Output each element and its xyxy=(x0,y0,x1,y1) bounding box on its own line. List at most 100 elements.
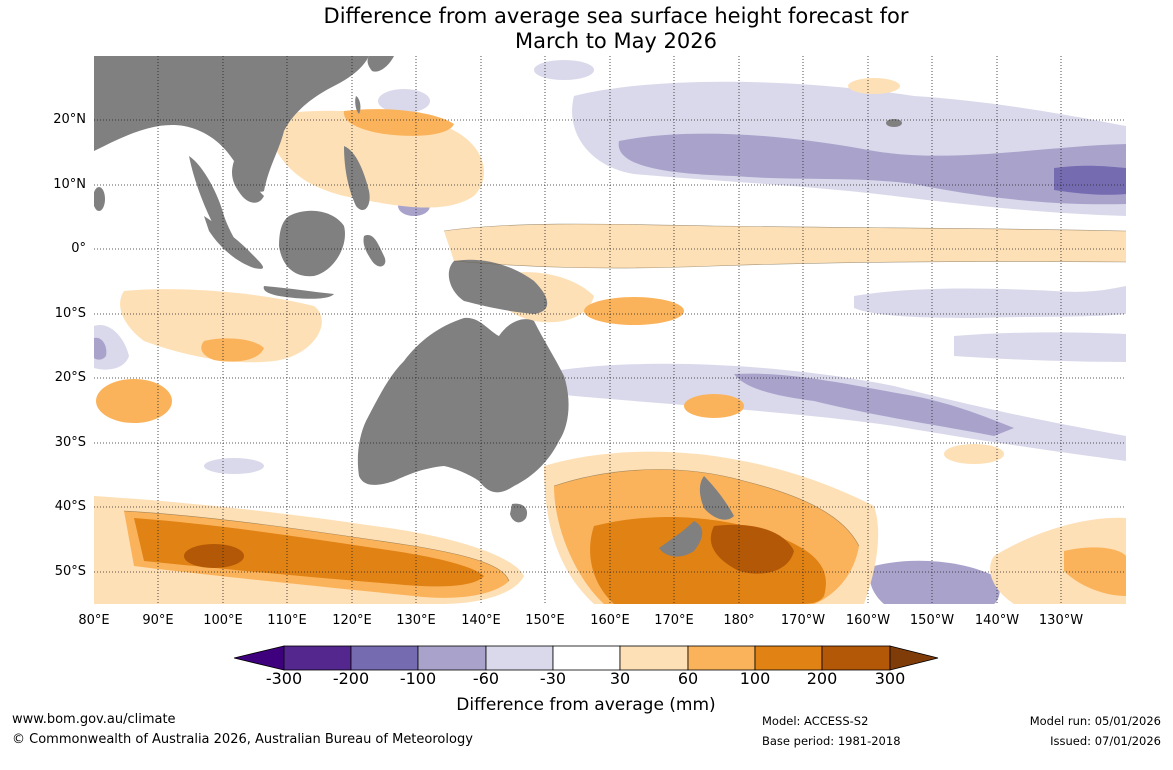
anomaly-pos-200-south-indian xyxy=(184,544,244,568)
lat-label-50s: 50°S xyxy=(54,564,86,579)
sulawesi-island xyxy=(363,235,386,267)
lon-label-100e: 100°E xyxy=(203,613,243,628)
lon-label-140w: 140°W xyxy=(974,613,1020,628)
colorbar-bin-neg200-neg100 xyxy=(350,645,419,671)
colorbar-bin-neg300-neg200 xyxy=(283,645,352,671)
colorbar-bin-100-200 xyxy=(754,645,823,671)
lon-label-130e: 130°E xyxy=(396,613,436,628)
positive-anomaly-areas xyxy=(94,78,1126,604)
lat-label-10s: 10°S xyxy=(54,306,86,321)
anomaly-neg-30-east xyxy=(854,286,1126,318)
java-island xyxy=(263,286,334,299)
australia-continent xyxy=(357,317,569,493)
lat-label-40s: 40°S xyxy=(54,499,86,514)
anomaly-pos-30-indian-ocean xyxy=(120,289,322,363)
sumatra-island xyxy=(204,216,264,269)
contour-lines xyxy=(123,223,1126,582)
colorbar-tick-30: 30 xyxy=(609,669,631,688)
sea-surface-height-map xyxy=(94,56,1126,604)
lat-label-equator: 0° xyxy=(71,241,86,256)
lon-label-160e: 160°E xyxy=(590,613,630,628)
anomaly-neg-30-east-2 xyxy=(954,332,1126,362)
philippines-islands xyxy=(344,146,370,211)
website-link[interactable]: www.bom.gov.au/climate xyxy=(12,712,176,727)
map-title: Difference from average sea surface heig… xyxy=(0,4,1173,54)
borneo-island xyxy=(279,210,345,277)
hawaii-islands xyxy=(886,119,902,127)
lon-label-170w: 170°W xyxy=(780,613,826,628)
anomaly-pos-30-south-pacific xyxy=(684,394,744,418)
land-masses xyxy=(94,56,902,557)
anomaly-neg-60-west xyxy=(94,337,107,360)
colorbar-bin-200-300 xyxy=(821,645,891,671)
anomaly-pos-30-north-pacific xyxy=(848,78,900,94)
lon-label-90e: 90°E xyxy=(142,613,174,628)
anomaly-neg-30-north-pacific xyxy=(534,60,594,80)
new-guinea-island xyxy=(448,259,548,314)
indochina-peninsula xyxy=(231,161,264,203)
colorbar-tick-100: 100 xyxy=(739,669,771,688)
tasmania-island xyxy=(510,503,528,523)
anomaly-pos-30-east-pacific xyxy=(944,444,1004,464)
colorbar-bin-neg100-neg60 xyxy=(417,645,487,671)
lon-label-120e: 120°E xyxy=(332,613,372,628)
lat-label-20n: 20°N xyxy=(53,112,86,127)
lat-label-10n: 10°N xyxy=(53,177,86,192)
anomaly-pos-60-northwest-pacific xyxy=(343,109,454,136)
lon-label-130w: 130°W xyxy=(1038,613,1084,628)
colorbar-tick-200: 200 xyxy=(806,669,838,688)
colorbar-tick-neg200: -200 xyxy=(332,669,370,688)
anomaly-neg-60-southeast xyxy=(869,560,1000,604)
base-period: Base period: 1981-2018 xyxy=(762,734,901,748)
lon-label-150w: 150°W xyxy=(909,613,955,628)
copyright-text: © Commonwealth of Australia 2026, Austra… xyxy=(12,732,473,747)
map-svg xyxy=(94,56,1126,604)
japan-islands xyxy=(367,56,394,72)
anomaly-pos-30-equatorial-band xyxy=(444,223,1126,269)
anomaly-pos-30-west-australia xyxy=(96,379,172,423)
lon-label-180: 180° xyxy=(723,613,755,628)
new-zealand-south-island xyxy=(659,521,703,557)
colorbar-tick-300: 300 xyxy=(874,669,906,688)
anomaly-pos-30-solomon-sea xyxy=(584,297,684,325)
title-line-1: Difference from average sea surface heig… xyxy=(323,4,909,28)
lat-label-20s: 20°S xyxy=(54,370,86,385)
anomaly-neg-30-south-band xyxy=(554,363,1126,461)
anomaly-pos-60-indian-ocean xyxy=(201,338,264,362)
colorbar-tick-neg300: -300 xyxy=(265,669,303,688)
model-name: Model: ACCESS-S2 xyxy=(762,714,869,728)
sri-lanka-island xyxy=(94,187,105,211)
lon-label-170e: 170°E xyxy=(654,613,694,628)
anomaly-neg-30-south-china-sea xyxy=(378,89,430,113)
lon-label-160w: 160°W xyxy=(845,613,891,628)
anomaly-neg-100 xyxy=(1054,165,1126,195)
colorbar-tick-60: 60 xyxy=(677,669,699,688)
colorbar-bin-neg60-neg30 xyxy=(485,645,554,671)
taiwan-island xyxy=(355,96,361,114)
colorbar-bin-30-60 xyxy=(619,645,689,671)
colorbar-high-arrow xyxy=(889,645,939,671)
graticule xyxy=(94,56,1126,604)
anomaly-pos-200-tasman xyxy=(710,524,794,574)
anomaly-neg-30-indian-ocean xyxy=(204,458,264,474)
new-zealand-north-island xyxy=(699,476,734,520)
colorbar-bin-neg30-30 xyxy=(552,645,621,671)
colorbar-tick-neg100: -100 xyxy=(399,669,437,688)
colorbar-low-arrow xyxy=(234,645,285,671)
asia-landmass xyxy=(94,56,369,192)
lon-label-110e: 110°E xyxy=(267,613,307,628)
lon-label-150e: 150°E xyxy=(525,613,565,628)
colorbar-bin-60-100 xyxy=(687,645,756,671)
colorbar-tick-neg30: -30 xyxy=(539,669,567,688)
malay-peninsula xyxy=(189,156,244,256)
anomaly-neg-60-south-band xyxy=(734,373,1014,436)
colorbar xyxy=(234,645,939,671)
title-line-2: March to May 2026 xyxy=(515,29,717,53)
anomaly-pos-30-west-pacific xyxy=(264,110,484,208)
lat-label-30s: 30°S xyxy=(54,435,86,450)
model-run-date: Model run: 05/01/2026 xyxy=(1029,714,1161,728)
lon-label-140e: 140°E xyxy=(461,613,501,628)
lon-label-80e: 80°E xyxy=(78,613,110,628)
issued-date: Issued: 07/01/2026 xyxy=(1050,734,1161,748)
anomaly-neg-60 xyxy=(618,133,1126,205)
